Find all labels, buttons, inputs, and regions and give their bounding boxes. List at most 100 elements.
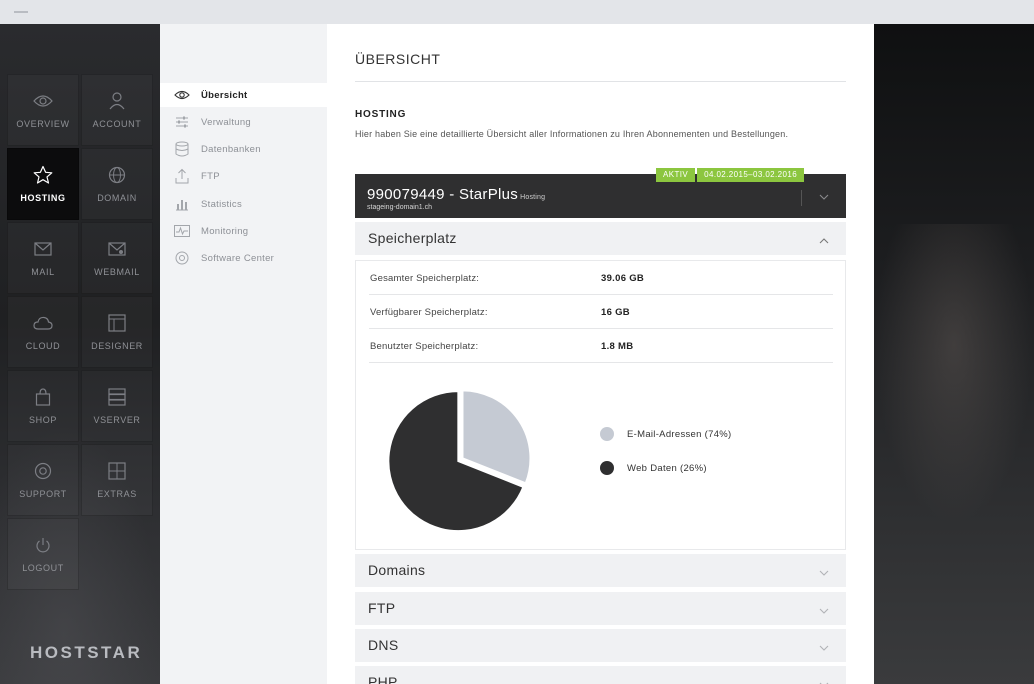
submenu-item-verwaltung[interactable]: Verwaltung [160, 110, 327, 134]
eye-icon [174, 87, 190, 103]
storage-value: 16 GB [601, 307, 630, 318]
nav-item-vserver[interactable]: VSERVER [81, 370, 153, 442]
chevron-up-icon [818, 233, 830, 244]
submenu-item-datenbanken[interactable]: Datenbanken [160, 137, 327, 161]
pie-slice-web-daten [387, 390, 525, 533]
circle-icon [174, 250, 190, 266]
legend-swatch [600, 461, 614, 475]
cloud-icon [33, 313, 53, 333]
chevron-down-icon [818, 677, 830, 684]
nav-item-cloud[interactable]: CLOUD [7, 296, 79, 368]
minimize-icon[interactable] [14, 11, 28, 13]
window-titlebar [0, 0, 1034, 24]
chevron-down-icon [818, 603, 830, 614]
accordion-ftp[interactable]: FTP [355, 592, 846, 625]
nav-item-logout[interactable]: LOGOUT [7, 518, 79, 590]
submenu-item-statistics[interactable]: Statistics [160, 192, 327, 216]
nav-item-label: EXTRAS [97, 489, 137, 499]
main-content: ÜBERSICHT HOSTING Hier haben Sie eine de… [327, 24, 874, 684]
server-icon [107, 387, 127, 407]
accordion-label: FTP [368, 600, 396, 616]
nav-item-support[interactable]: SUPPORT [7, 444, 79, 516]
accordion-dns[interactable]: DNS [355, 629, 846, 662]
nav-item-label: MAIL [31, 267, 55, 277]
shopping-bag-icon [33, 387, 53, 407]
nav-item-label: VSERVER [93, 415, 141, 425]
legend-item-webdaten: Web Daten (26%) [600, 461, 707, 475]
sliders-icon [174, 114, 190, 130]
plan-type: Hosting [520, 194, 546, 201]
legend-swatch [600, 427, 614, 441]
eye-icon [33, 91, 53, 111]
nav-item-designer[interactable]: DESIGNER [81, 296, 153, 368]
accordion-domains[interactable]: Domains [355, 554, 846, 587]
power-icon [33, 535, 53, 555]
chevron-down-icon [818, 565, 830, 576]
bar-chart-icon [174, 196, 190, 212]
nav-item-label: HOSTING [20, 193, 66, 203]
submenu-label: Verwaltung [201, 116, 252, 128]
submenu-label: Software Center [201, 252, 275, 264]
submenu-item-uebersicht[interactable]: Übersicht [160, 83, 327, 107]
accordion-label: PHP [368, 674, 398, 684]
main-nav: OVERVIEW ACCOUNT HOSTING DOMAIN MAIL WEB… [0, 24, 160, 684]
submenu-label: FTP [201, 170, 220, 182]
nav-item-label: ACCOUNT [92, 119, 142, 129]
storage-panel: Gesamter Speicherplatz: 39.06 GB Verfügb… [355, 260, 846, 550]
pie-svg [387, 389, 532, 533]
nav-item-label: LOGOUT [22, 563, 64, 573]
date-range-badge: 04.02.2015–03.02.2016 [697, 168, 805, 182]
envelope-icon [33, 239, 53, 259]
plan-number: 990079449 - StarPlus Hosting [367, 186, 545, 203]
nav-item-overview[interactable]: OVERVIEW [7, 74, 79, 146]
webmail-icon [107, 239, 127, 259]
star-icon [33, 165, 53, 185]
chevron-down-icon[interactable] [817, 190, 831, 202]
nav-item-label: SHOP [29, 415, 57, 425]
storage-pie-chart [385, 385, 535, 535]
nav-item-shop[interactable]: SHOP [7, 370, 79, 442]
storage-value: 39.06 GB [601, 273, 645, 284]
photo-highlight [874, 224, 1034, 524]
nav-item-extras[interactable]: EXTRAS [81, 444, 153, 516]
accordion-label: Domains [368, 562, 426, 578]
submenu-label: Datenbanken [201, 143, 261, 155]
submenu-item-software-center[interactable]: Software Center [160, 246, 327, 270]
section-description: Hier haben Sie eine detaillierte Übersic… [355, 129, 789, 139]
storage-label: Benutzter Speicherplatz: [370, 341, 479, 352]
plan-number-text: 990079449 - StarPlus [367, 186, 519, 203]
submenu-item-monitoring[interactable]: Monitoring [160, 219, 327, 243]
submenu-item-ftp[interactable]: FTP [160, 164, 327, 188]
database-icon [174, 141, 190, 157]
pulse-icon [174, 223, 190, 239]
hosting-submenu: Übersicht Verwaltung Datenbanken FTP Sta… [160, 24, 327, 684]
chevron-down-icon [818, 640, 830, 651]
status-badges: AKTIV 04.02.2015–03.02.2016 [656, 168, 805, 182]
hoststar-logo[interactable]: HOSTSTAR [30, 643, 143, 662]
accordion-speicherplatz[interactable]: Speicherplatz [355, 222, 846, 255]
storage-label: Gesamter Speicherplatz: [370, 273, 480, 284]
upload-icon [174, 168, 190, 184]
storage-value: 1.8 MB [601, 341, 634, 352]
storage-row: Benutzter Speicherplatz: 1.8 MB [369, 329, 833, 363]
plan-domain: stageing-domain1.ch [367, 204, 432, 211]
accordion-php[interactable]: PHP [355, 666, 846, 684]
divider [801, 190, 802, 206]
submenu-label: Monitoring [201, 225, 249, 237]
status-badge: AKTIV [656, 168, 696, 182]
divider [355, 81, 846, 82]
legend-label: E-Mail-Adressen (74%) [627, 428, 732, 440]
nav-item-webmail[interactable]: WEBMAIL [81, 222, 153, 294]
nav-item-hosting[interactable]: HOSTING [7, 148, 79, 220]
storage-row: Gesamter Speicherplatz: 39.06 GB [369, 261, 833, 295]
page-title: ÜBERSICHT [355, 51, 441, 67]
layout-icon [107, 313, 127, 333]
nav-item-label: OVERVIEW [16, 119, 70, 129]
nav-item-domain[interactable]: DOMAIN [81, 148, 153, 220]
nav-item-label: SUPPORT [19, 489, 67, 499]
nav-item-mail[interactable]: MAIL [7, 222, 79, 294]
nav-item-account[interactable]: ACCOUNT [81, 74, 153, 146]
storage-label: Verfügbarer Speicherplatz: [370, 307, 488, 318]
lifebuoy-icon [33, 461, 53, 481]
background-photo [874, 24, 1034, 684]
